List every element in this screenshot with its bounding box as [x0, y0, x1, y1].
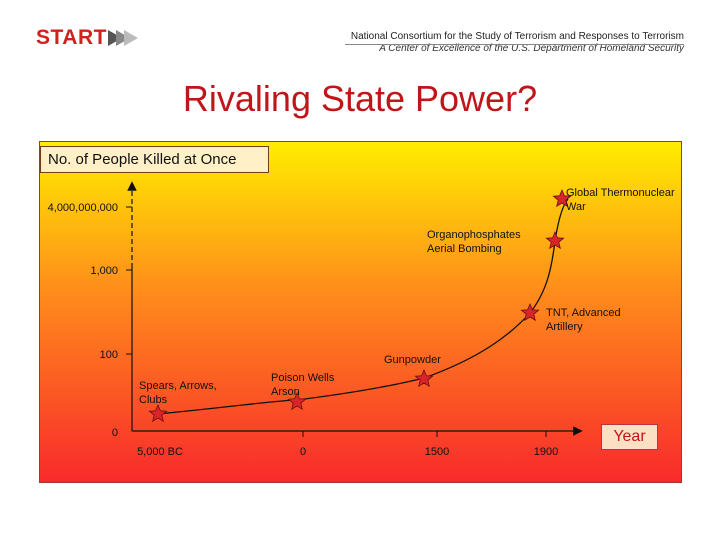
data-point-star — [520, 302, 540, 322]
annotation-line: Arson — [271, 386, 300, 398]
data-point-star — [287, 391, 307, 411]
org-subtitle: A Center of Excellence of the U.S. Depar… — [379, 43, 684, 54]
x-axis-label: Year — [601, 424, 658, 450]
annotation-thermonuclear: Global Thermonuclear War — [566, 187, 678, 213]
chart-panel — [39, 141, 682, 483]
slide-title: Rivaling State Power? — [182, 78, 538, 119]
x-tick-label: 5,000 BC — [137, 446, 183, 458]
header-rule — [345, 44, 684, 45]
annotation-line: Gunpowder — [384, 354, 441, 366]
annotation-line: Artillery — [546, 321, 583, 333]
y-tick-label: 1,000 — [90, 265, 118, 277]
organization-header: National Consortium for the Study of Ter… — [351, 31, 684, 55]
annotation-line: Global Thermonuclear — [566, 187, 675, 199]
logo-text: START — [36, 26, 107, 49]
y-tick-label: 4,000,000,000 — [48, 202, 118, 214]
y-tick-label: 100 — [100, 349, 118, 361]
logo-arrow-icon — [107, 30, 138, 46]
y-tick-label: 0 — [112, 427, 118, 439]
org-name: National Consortium for the Study of Ter… — [350, 31, 684, 42]
annotation-gunpowder: Gunpowder — [384, 354, 441, 366]
x-tick-label: 1900 — [534, 446, 558, 458]
annotation-line: TNT, Advanced — [546, 307, 621, 319]
annotation-line: War — [566, 201, 586, 213]
annotation-tnt: TNT, Advanced Artillery — [546, 307, 624, 333]
annotation-line: Aerial Bombing — [427, 243, 502, 255]
annotation-line: Poison Wells — [271, 372, 335, 384]
start-logo: START — [36, 27, 138, 49]
annotation-poison-wells: Poison Wells Arson — [271, 372, 337, 398]
annotation-line: Organophosphates — [427, 229, 521, 241]
x-tick-label: 0 — [300, 446, 306, 458]
annotation-spears: Spears, Arrows, Clubs — [139, 380, 220, 406]
data-point-star — [148, 403, 168, 423]
annotation-organophosphates: Organophosphates Aerial Bombing — [427, 229, 524, 255]
data-point-star — [545, 230, 565, 250]
data-point-star — [414, 368, 434, 388]
data-points — [148, 188, 572, 423]
data-point-star — [552, 188, 572, 208]
annotation-line: Spears, Arrows, — [139, 380, 217, 392]
y-axis-label: No. of People Killed at Once — [40, 146, 269, 173]
x-tick-label: 1500 — [425, 446, 449, 458]
annotation-line: Clubs — [139, 394, 168, 406]
